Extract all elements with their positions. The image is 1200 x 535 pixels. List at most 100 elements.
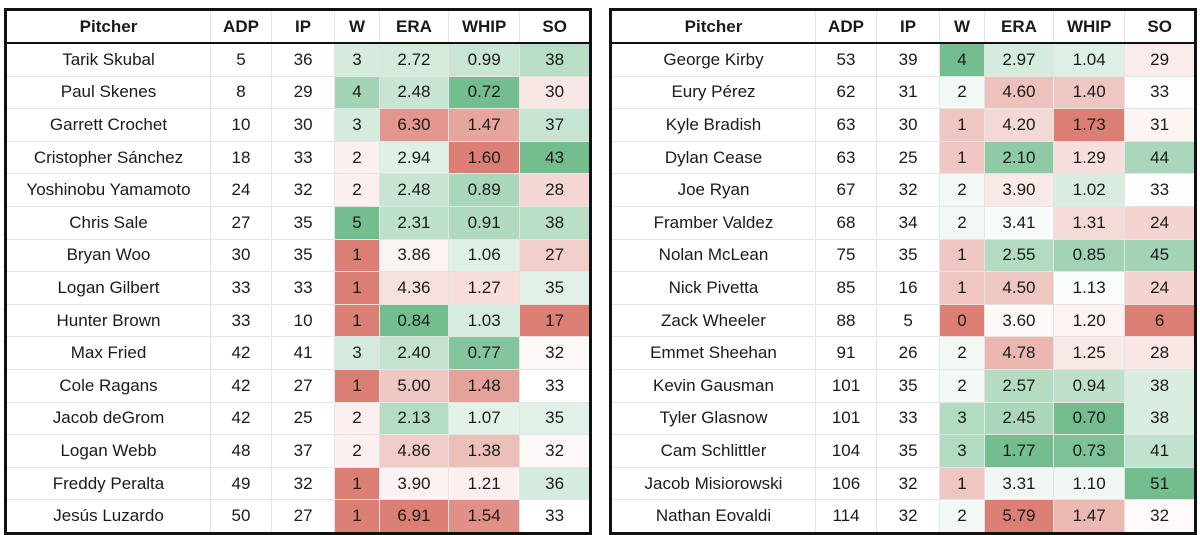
cell-adp: 101: [814, 401, 877, 435]
cell-adp: 106: [814, 466, 877, 500]
cell-whip: 1.38: [448, 434, 520, 468]
cell-whip: 1.47: [1053, 499, 1125, 532]
cell-ip: 32: [876, 499, 940, 532]
cell-adp: 75: [814, 238, 877, 272]
cell-era: 4.36: [378, 271, 449, 305]
table-row: Kevin Gausman 101 35 2 2.57 0.94 38: [612, 368, 1194, 403]
table-row: Cristopher Sánchez 18 33 2 2.94 1.60 43: [7, 140, 589, 174]
cell-so: 27: [519, 238, 589, 272]
cell-whip: 1.31: [1053, 205, 1125, 240]
cell-so: 43: [519, 140, 589, 174]
cell-ip: 32: [271, 173, 335, 207]
cell-pitcher: Max Fried: [7, 336, 211, 370]
cell-pitcher: Nathan Eovaldi: [612, 499, 816, 532]
header-row: Pitcher ADP IP W ERA WHIP SO: [7, 11, 589, 44]
cell-era: 6.30: [378, 108, 449, 142]
header-pitcher: Pitcher: [612, 11, 816, 44]
cell-pitcher: Chris Sale: [7, 205, 211, 240]
cell-whip: 1.48: [448, 368, 520, 403]
cell-ip: 36: [271, 43, 335, 77]
cell-adp: 42: [209, 401, 272, 435]
cell-so: 36: [519, 466, 589, 500]
table-row: Zack Wheeler 88 5 0 3.60 1.20 6: [612, 303, 1194, 337]
table-row: Paul Skenes 8 29 4 2.48 0.72 30: [7, 75, 589, 109]
cell-so: 51: [1124, 466, 1194, 500]
cell-era: 2.94: [378, 140, 449, 174]
cell-whip: 1.60: [448, 140, 520, 174]
cell-pitcher: Jacob Misiorowski: [612, 466, 816, 500]
cell-so: 28: [1124, 336, 1194, 370]
cell-pitcher: George Kirby: [663, 49, 764, 69]
cell-whip: 1.47: [448, 108, 520, 142]
cell-era: 0.84: [378, 303, 449, 337]
table-body-right: George Kirby 53 39 4 2.97 1.04 29 Eury Pérez 62 3…: [612, 43, 1194, 532]
header-w: W: [334, 11, 380, 44]
cell-so: 28: [519, 173, 589, 207]
cell-so: 35: [519, 271, 589, 305]
cell-ip: 35: [876, 434, 940, 468]
cell-whip: 1.04: [1053, 43, 1125, 77]
cell-w: 2: [939, 368, 985, 403]
cell-pitcher: Paul Skenes: [7, 75, 211, 109]
table-row: Yoshinobu Yamamoto 24 32 2 2.48 0.89 28: [7, 173, 589, 207]
cell-era: 2.10: [983, 140, 1054, 174]
header-era: ERA: [378, 11, 449, 44]
cell-so: 37: [519, 108, 589, 142]
table-row: Garrett Crochet 10 30 3 6.30 1.47 37: [7, 108, 589, 142]
cell-whip: 1.10: [1053, 466, 1125, 500]
cell-w: 1: [939, 466, 985, 500]
table-body-left: Tarik Skubal 5 36 3 2.72 0.99 38 Paul Skenes 8 29…: [7, 43, 589, 532]
cell-pitcher: Logan Webb: [7, 434, 211, 468]
table-row: Logan Webb 48 37 2 4.86 1.38 32: [7, 434, 589, 468]
cell-pitcher: Jesús Luzardo: [7, 499, 211, 532]
cell-ip: 16: [876, 271, 940, 305]
cell-adp: 49: [209, 466, 272, 500]
cell-era: 2.55: [983, 238, 1054, 272]
cell-w: 1: [939, 271, 985, 305]
cell-adp: 33: [209, 271, 272, 305]
cell-whip: 0.94: [1053, 368, 1125, 403]
cell-w: 0: [939, 303, 985, 337]
cell-ip: 25: [876, 140, 940, 174]
cell-w: 5: [334, 205, 380, 240]
cell-pitcher: Cole Ragans: [7, 368, 211, 403]
cell-adp: 24: [209, 173, 272, 207]
cell-whip: 0.99: [448, 43, 520, 77]
cell-w: 1: [334, 368, 380, 403]
cell-era: 4.60: [983, 75, 1054, 109]
cell-ip: 37: [271, 434, 335, 468]
cell-so: 35: [519, 401, 589, 435]
cell-pitcher: Eury Pérez: [612, 75, 816, 109]
table-row: Kyle Bradish 63 30 1 4.20 1.73 31: [612, 108, 1194, 142]
cell-pitcher: Nolan McLean: [612, 238, 816, 272]
cell-pitcher: Bryan Woo: [7, 238, 211, 272]
cell-adp: 114: [814, 499, 877, 532]
cell-era: 4.86: [378, 434, 449, 468]
header-so: SO: [1124, 11, 1194, 44]
cell-adp: 63: [814, 108, 877, 142]
cell-adp: 8: [209, 75, 272, 109]
cell-whip: 0.89: [448, 173, 520, 207]
cell-whip: 1.54: [448, 499, 520, 532]
cell-ip: 34: [876, 205, 940, 240]
cell-whip: 1.25: [1053, 336, 1125, 370]
cell-whip: 1.07: [448, 401, 520, 435]
cell-pitcher: Cam Schlittler: [612, 434, 816, 468]
cell-adp: 10: [209, 108, 272, 142]
header-era: ERA: [983, 11, 1054, 44]
cell-pitcher: Logan Gilbert: [7, 271, 211, 305]
cell-ip: 30: [271, 108, 335, 142]
cell-so: 41: [1124, 434, 1194, 468]
cell-so: 32: [1124, 499, 1194, 532]
cell-adp: 5: [209, 43, 272, 77]
table-row: Jesús Luzardo 50 27 1 6.91 1.54 33: [7, 499, 589, 532]
cell-ip: 30: [876, 108, 940, 142]
cell-ip: 32: [876, 173, 940, 207]
cell-so: 38: [519, 205, 589, 240]
cell-pitcher: Tyler Glasnow: [612, 401, 816, 435]
cell-w: 4: [334, 75, 380, 109]
cell-adp: 85: [814, 271, 877, 305]
cell-ip: 39: [876, 43, 940, 77]
cell-adp: 67: [814, 173, 877, 207]
cell-w: 3: [939, 434, 985, 468]
